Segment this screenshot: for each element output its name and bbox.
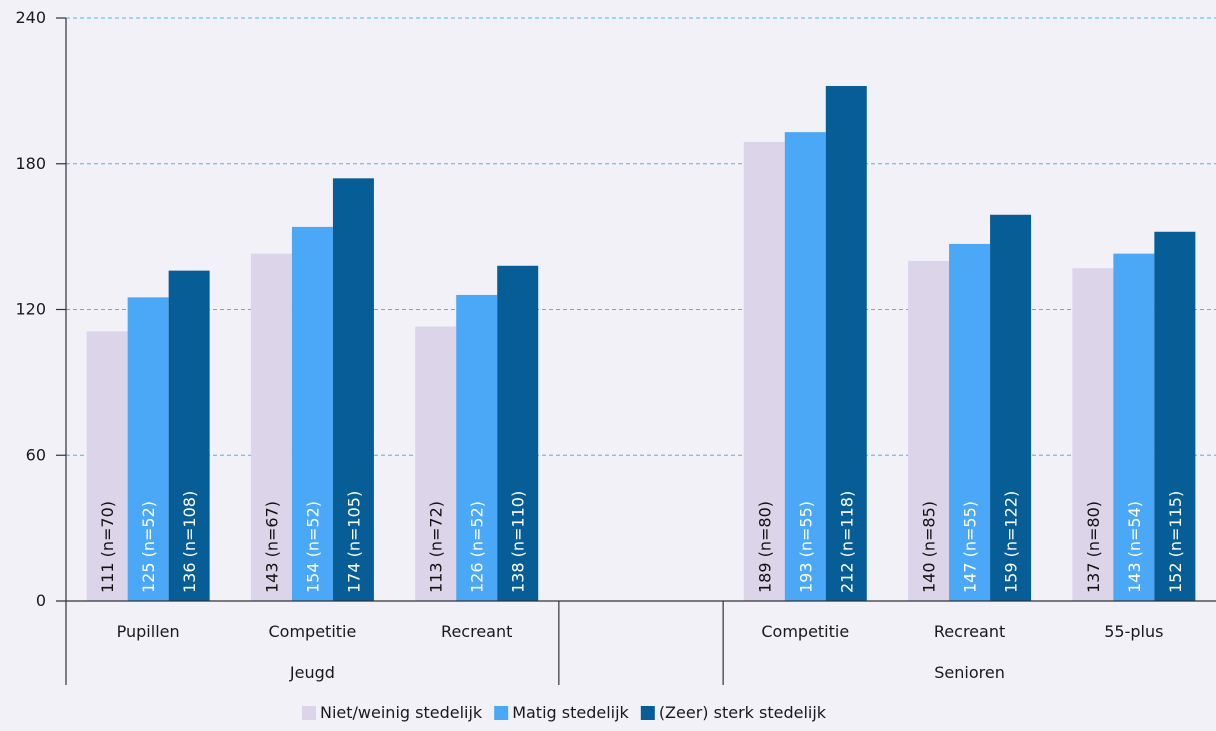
bar-series: 111 (n=70) 125 (n=52) 136 (n=108) 143 (n=67… [86, 86, 1196, 602]
legend-swatch [302, 706, 316, 720]
bar [1072, 268, 1114, 601]
bar [949, 243, 991, 601]
category-label: Pupillen [117, 622, 180, 641]
bar-value-label: 147 (n=55) [961, 501, 980, 593]
bar [743, 141, 785, 601]
bar [825, 86, 867, 602]
bar-value-label: 138 (n=110) [509, 491, 528, 593]
bar-value-label: 137 (n=80) [1084, 501, 1103, 593]
legend-item: Matig stedelijk [494, 703, 630, 722]
gridlines [66, 17, 1216, 456]
bar-value-label: 140 (n=85) [920, 501, 939, 593]
bar [497, 265, 539, 601]
bar [415, 326, 457, 601]
bar-value-label: 154 (n=52) [303, 501, 322, 593]
legend-item: (Zeer) sterk stedelijk [640, 703, 827, 722]
legend-swatch [494, 706, 509, 720]
bar [1154, 231, 1196, 601]
legend-item: Niet/weinig stedelijk [302, 703, 483, 722]
bar-value-label: 113 (n=72) [427, 501, 446, 593]
bar [990, 214, 1032, 601]
bar [291, 226, 333, 602]
bar-value-label: 152 (n=115) [1166, 491, 1185, 593]
bar [1113, 253, 1155, 602]
bar-value-label: 212 (n=118) [837, 491, 856, 593]
y-tick-label: 240 [15, 8, 46, 27]
bar-value-label: 159 (n=122) [1002, 491, 1021, 593]
bar-value-label: 143 (n=54) [1125, 501, 1144, 593]
category-label: Recreant [934, 622, 1005, 641]
legend-label: (Zeer) sterk stedelijk [659, 703, 827, 722]
bar [86, 331, 128, 601]
bar [456, 294, 498, 601]
category-label: Competitie [269, 622, 357, 641]
x-axis-categories: Jeugd Senioren Pupillen Competitie Recreant C… [117, 622, 1164, 682]
group-label: Senioren [934, 663, 1005, 682]
category-label: Competitie [761, 622, 849, 641]
legend-label: Matig stedelijk [512, 703, 629, 722]
bar-value-label: 193 (n=55) [796, 501, 815, 593]
y-tick-label: 180 [15, 154, 46, 173]
bar-value-label: 174 (n=105) [344, 491, 363, 593]
y-axis-ticks: 0 60 120 180 240 [15, 8, 46, 610]
bar [332, 178, 374, 601]
category-label: Recreant [441, 622, 512, 641]
axes [56, 17, 1216, 685]
legend-label: Niet/weinig stedelijk [320, 703, 483, 722]
bar [784, 132, 826, 601]
bar-value-label: 143 (n=67) [262, 501, 281, 593]
bar [250, 253, 292, 602]
legend-swatch [640, 706, 655, 720]
legend: Niet/weinig stedelijk Matig stedelijk (Zee… [302, 703, 827, 722]
bar-value-label: 126 (n=52) [468, 501, 487, 593]
bar-value-label: 111 (n=70) [98, 501, 117, 593]
y-tick-label: 0 [36, 591, 46, 610]
bar-value-label: 189 (n=80) [755, 501, 774, 593]
y-tick-label: 60 [26, 445, 46, 464]
category-label: 55-plus [1104, 622, 1163, 641]
bar-value-label: 136 (n=108) [180, 491, 199, 593]
bar [908, 260, 950, 601]
bar [168, 270, 210, 601]
bar [127, 297, 169, 601]
group-label: Jeugd [289, 663, 335, 682]
bar-value-label: 125 (n=52) [139, 501, 158, 593]
y-tick-label: 120 [15, 300, 46, 319]
